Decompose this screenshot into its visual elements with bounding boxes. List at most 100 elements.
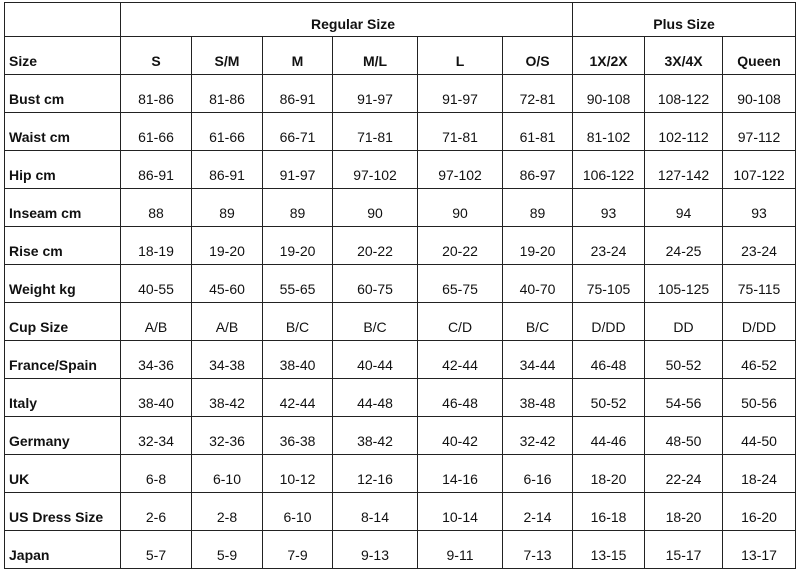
size-column-header: S/M <box>191 36 263 75</box>
table-cell: 65-75 <box>417 264 503 303</box>
table-cell: 107-122 <box>722 150 797 189</box>
table-row: Bust cm 81-86 81-86 86-91 91-97 91-97 72-81 90-… <box>4 74 797 113</box>
table-cell: 60-75 <box>332 264 418 303</box>
table-cell: 90-108 <box>572 74 646 113</box>
table-cell: 97-102 <box>417 150 503 189</box>
table-cell: 12-16 <box>332 454 418 493</box>
table-cell: 71-81 <box>332 112 418 151</box>
row-label: Japan <box>4 530 121 569</box>
table-cell: 91-97 <box>262 150 333 189</box>
regular-size-group-header: Regular Size <box>119 2 574 37</box>
table-cell: B/C <box>262 302 333 341</box>
table-cell: 18-20 <box>572 454 646 493</box>
table-cell: 22-24 <box>644 454 724 493</box>
table-row: Rise cm 18-19 19-20 19-20 20-22 20-22 19-20 23-… <box>4 226 797 265</box>
table-cell: 38-40 <box>262 340 333 379</box>
table-cell: 86-97 <box>501 150 574 189</box>
table-cell: 19-20 <box>191 226 263 265</box>
row-label: Bust cm <box>4 74 121 113</box>
table-cell: 108-122 <box>644 74 724 113</box>
table-cell: 40-44 <box>332 340 418 379</box>
table-cell: 86-91 <box>262 74 333 113</box>
table-row: France/Spain 34-36 34-38 38-40 40-44 42-44 34-… <box>4 340 797 379</box>
size-column-header: 1X/2X <box>572 36 646 75</box>
table-cell: 72-81 <box>501 74 574 113</box>
table-row: Cup Size A/B A/B B/C B/C C/D B/C D/DD DD D/DD <box>4 302 797 341</box>
table-row: Germany 32-34 32-36 36-38 38-42 40-42 32-42 44-… <box>4 416 797 455</box>
table-cell: 2-8 <box>191 492 263 531</box>
table-cell: 42-44 <box>417 340 503 379</box>
table-cell: 90 <box>417 188 503 227</box>
table-cell: 38-48 <box>501 378 574 417</box>
table-cell: 54-56 <box>644 378 724 417</box>
table-cell: D/DD <box>722 302 797 341</box>
table-cell: 34-36 <box>120 340 192 379</box>
table-cell: 61-81 <box>501 112 574 151</box>
table-cell: 19-20 <box>501 226 574 265</box>
table-cell: 20-22 <box>332 226 418 265</box>
table-cell: 90 <box>332 188 418 227</box>
table-cell: 88 <box>120 188 192 227</box>
table-cell: 32-34 <box>120 416 192 455</box>
table-cell: 97-102 <box>332 150 418 189</box>
table-cell: 50-56 <box>722 378 797 417</box>
table-cell: 19-20 <box>262 226 333 265</box>
table-cell: 106-122 <box>572 150 646 189</box>
table-row: Hip cm 86-91 86-91 91-97 97-102 97-102 86-97 10… <box>4 150 797 189</box>
table-cell: 13-15 <box>572 530 646 569</box>
table-cell: 6-10 <box>191 454 263 493</box>
size-header-row: Size S S/M M M/L L O/S 1X/2X 3X/4X Queen <box>4 36 797 75</box>
size-column-header: Queen <box>722 36 797 75</box>
table-cell: 40-42 <box>417 416 503 455</box>
table-cell: 42-44 <box>262 378 333 417</box>
row-label: Inseam cm <box>4 188 121 227</box>
row-label: Weight kg <box>4 264 121 303</box>
table-cell: 61-66 <box>191 112 263 151</box>
row-label: US Dress Size <box>4 492 121 531</box>
table-cell: 81-102 <box>572 112 646 151</box>
table-cell: 89 <box>262 188 333 227</box>
table-cell: 8-14 <box>332 492 418 531</box>
table-cell: 46-48 <box>417 378 503 417</box>
row-label: UK <box>4 454 121 493</box>
table-cell: 127-142 <box>644 150 724 189</box>
table-cell: 105-125 <box>644 264 724 303</box>
table-cell: 18-19 <box>120 226 192 265</box>
table-cell: 38-42 <box>191 378 263 417</box>
table-cell: 81-86 <box>191 74 263 113</box>
size-column-header: L <box>417 36 503 75</box>
table-cell: 18-20 <box>644 492 724 531</box>
table-cell: 6-16 <box>501 454 574 493</box>
table-cell: 32-36 <box>191 416 263 455</box>
table-cell: A/B <box>191 302 263 341</box>
table-cell: 2-6 <box>120 492 192 531</box>
table-cell: 18-24 <box>722 454 797 493</box>
size-column-header: M <box>262 36 333 75</box>
table-cell: 102-112 <box>644 112 724 151</box>
table-cell: 94 <box>644 188 724 227</box>
table-cell: 9-13 <box>332 530 418 569</box>
plus-size-group-header: Plus Size <box>572 2 797 37</box>
table-cell: 61-66 <box>120 112 192 151</box>
table-cell: 9-11 <box>417 530 503 569</box>
table-cell: 7-13 <box>501 530 574 569</box>
table-cell: 10-12 <box>262 454 333 493</box>
table-cell: 14-16 <box>417 454 503 493</box>
table-cell: 86-91 <box>191 150 263 189</box>
table-cell: 66-71 <box>262 112 333 151</box>
size-chart-table: Regular Size Plus Size Size S S/M M M/L L O/S… <box>4 2 797 569</box>
table-cell: 81-86 <box>120 74 192 113</box>
row-label: Rise cm <box>4 226 121 265</box>
table-cell: 10-14 <box>417 492 503 531</box>
table-row: Japan 5-7 5-9 7-9 9-13 9-11 7-13 13-15 15-17 13-1… <box>4 530 797 569</box>
group-header-row: Regular Size Plus Size <box>4 2 797 37</box>
table-cell: 89 <box>191 188 263 227</box>
table-cell: 89 <box>501 188 574 227</box>
table-cell: A/B <box>120 302 192 341</box>
table-cell: 75-105 <box>572 264 646 303</box>
table-cell: 55-65 <box>262 264 333 303</box>
size-column-header: S <box>120 36 192 75</box>
table-row: Italy 38-40 38-42 42-44 44-48 46-48 38-48 50-52… <box>4 378 797 417</box>
table-row: UK 6-8 6-10 10-12 12-16 14-16 6-16 18-20 22-24 18… <box>4 454 797 493</box>
table-cell: 44-48 <box>332 378 418 417</box>
